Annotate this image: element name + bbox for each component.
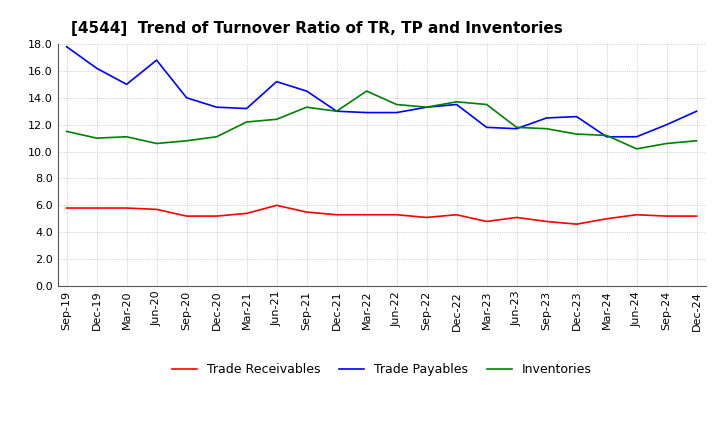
Inventories <box>272 117 281 122</box>
Trade Receivables <box>572 221 581 227</box>
Trade Receivables <box>452 212 461 217</box>
Trade Payables <box>693 109 701 114</box>
Trade Payables <box>572 114 581 119</box>
Trade Receivables <box>272 203 281 208</box>
Trade Receivables <box>482 219 491 224</box>
Inventories <box>242 119 251 125</box>
Trade Payables <box>482 125 491 130</box>
Line: Inventories: Inventories <box>66 91 697 149</box>
Trade Payables <box>62 44 71 49</box>
Trade Payables <box>513 126 521 131</box>
Inventories <box>122 134 131 139</box>
Inventories <box>693 138 701 143</box>
Inventories <box>62 129 71 134</box>
Trade Receivables <box>122 205 131 211</box>
Trade Payables <box>542 115 551 121</box>
Trade Payables <box>182 95 191 100</box>
Inventories <box>422 105 431 110</box>
Inventories <box>482 102 491 107</box>
Trade Receivables <box>602 216 611 221</box>
Trade Payables <box>392 110 401 115</box>
Trade Receivables <box>212 213 221 219</box>
Line: Trade Receivables: Trade Receivables <box>66 205 697 224</box>
Inventories <box>302 105 311 110</box>
Trade Payables <box>212 105 221 110</box>
Trade Receivables <box>662 213 671 219</box>
Inventories <box>333 109 341 114</box>
Trade Payables <box>333 109 341 114</box>
Trade Receivables <box>92 205 101 211</box>
Inventories <box>362 88 371 94</box>
Trade Receivables <box>693 213 701 219</box>
Trade Payables <box>362 110 371 115</box>
Inventories <box>153 141 161 146</box>
Trade Receivables <box>513 215 521 220</box>
Trade Payables <box>662 122 671 127</box>
Trade Receivables <box>242 211 251 216</box>
Trade Receivables <box>153 207 161 212</box>
Trade Receivables <box>62 205 71 211</box>
Inventories <box>572 132 581 137</box>
Trade Payables <box>272 79 281 84</box>
Inventories <box>92 136 101 141</box>
Inventories <box>513 125 521 130</box>
Inventories <box>212 134 221 139</box>
Trade Receivables <box>422 215 431 220</box>
Trade Payables <box>122 82 131 87</box>
Text: [4544]  Trend of Turnover Ratio of TR, TP and Inventories: [4544] Trend of Turnover Ratio of TR, TP… <box>71 21 562 36</box>
Inventories <box>542 126 551 131</box>
Trade Payables <box>242 106 251 111</box>
Trade Receivables <box>362 212 371 217</box>
Trade Receivables <box>632 212 641 217</box>
Trade Receivables <box>392 212 401 217</box>
Inventories <box>662 141 671 146</box>
Legend: Trade Receivables, Trade Payables, Inventories: Trade Receivables, Trade Payables, Inven… <box>166 359 597 381</box>
Trade Receivables <box>333 212 341 217</box>
Trade Receivables <box>182 213 191 219</box>
Trade Payables <box>602 134 611 139</box>
Trade Payables <box>302 88 311 94</box>
Trade Payables <box>632 134 641 139</box>
Inventories <box>602 133 611 138</box>
Trade Payables <box>92 66 101 71</box>
Trade Payables <box>452 102 461 107</box>
Trade Payables <box>422 105 431 110</box>
Trade Payables <box>153 58 161 63</box>
Inventories <box>182 138 191 143</box>
Trade Receivables <box>542 219 551 224</box>
Line: Trade Payables: Trade Payables <box>66 47 697 137</box>
Inventories <box>452 99 461 104</box>
Inventories <box>392 102 401 107</box>
Inventories <box>632 146 641 151</box>
Trade Receivables <box>302 209 311 215</box>
